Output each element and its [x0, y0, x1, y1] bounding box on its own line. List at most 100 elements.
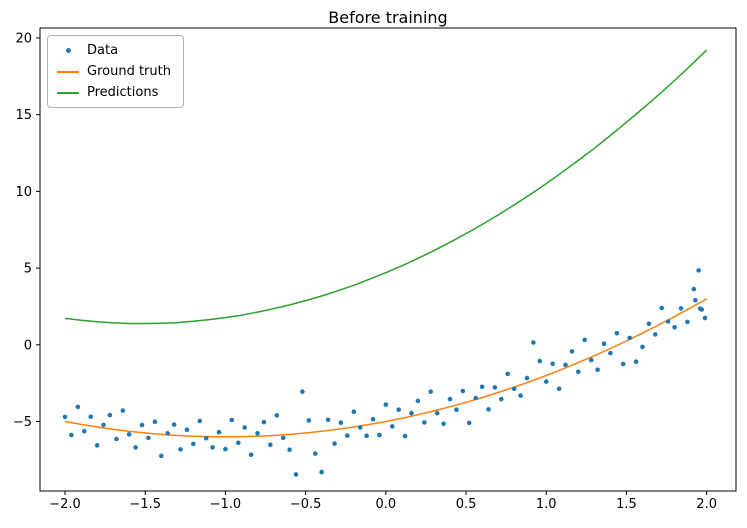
- data-point: [518, 393, 523, 398]
- data-point: [69, 432, 74, 438]
- data-point: [216, 429, 222, 435]
- data-point: [569, 349, 575, 354]
- x-tick-label: 1.0: [536, 497, 557, 512]
- data-point: [191, 441, 196, 447]
- x-tick-label: −1.0: [210, 497, 242, 512]
- chart-title: Before training: [328, 8, 448, 27]
- data-point: [332, 441, 337, 446]
- data-point: [94, 443, 100, 448]
- data-point: [133, 445, 138, 450]
- data-point: [524, 375, 530, 381]
- data-point: [588, 357, 594, 363]
- legend-entry-predictions: Predictions: [57, 85, 171, 100]
- data-point: [492, 385, 498, 390]
- marker-dot: [65, 48, 71, 53]
- x-tick-label: 0.5: [456, 497, 477, 512]
- data-point: [608, 350, 613, 356]
- data-point: [576, 369, 581, 375]
- data-point: [582, 337, 587, 343]
- data-point: [165, 431, 170, 436]
- data-point: [280, 435, 286, 441]
- data-point: [210, 445, 215, 450]
- legend-label: Data: [87, 43, 119, 58]
- data-point: [460, 388, 466, 394]
- data-point: [319, 469, 325, 475]
- data-point: [390, 424, 395, 429]
- data-point: [75, 404, 81, 410]
- x-tick-label: −0.5: [290, 497, 322, 512]
- legend-label: Predictions: [87, 85, 159, 100]
- x-tick-label: −2.0: [49, 497, 81, 512]
- data-point: [248, 452, 254, 458]
- data-point: [357, 425, 363, 430]
- x-tick-label: 0.0: [375, 497, 396, 512]
- data-point: [702, 315, 708, 321]
- x-tick-label: −1.5: [129, 497, 161, 512]
- data-point: [699, 307, 705, 312]
- data-point: [409, 410, 414, 416]
- y-tick-label: 15: [15, 108, 32, 123]
- data-point: [377, 432, 382, 438]
- data-point: [428, 389, 434, 395]
- data-point: [595, 367, 600, 373]
- data-point: [197, 418, 203, 424]
- data-point: [383, 402, 389, 407]
- data-point: [287, 447, 292, 453]
- data-point: [653, 332, 658, 337]
- data-point: [665, 319, 671, 324]
- data-point: [415, 398, 421, 404]
- data-point: [178, 447, 183, 452]
- data-point: [659, 305, 664, 311]
- data-point: [107, 412, 113, 418]
- data-point: [396, 407, 402, 413]
- legend-entry-ground-truth: Ground truth: [57, 64, 171, 79]
- data-point: [454, 407, 459, 413]
- x-tick-label: 1.5: [616, 497, 637, 512]
- predictions-line: [64, 49, 708, 325]
- data-point: [479, 384, 485, 390]
- y-tick-label: −5: [13, 415, 32, 430]
- data-point: [261, 419, 267, 425]
- y-tick-label: 10: [15, 185, 32, 200]
- data-point: [152, 419, 158, 425]
- data-point: [531, 340, 536, 345]
- data-point: [159, 453, 164, 459]
- data-point: [614, 331, 620, 336]
- data-point: [620, 361, 626, 367]
- data-point: [293, 472, 299, 477]
- data-point: [370, 416, 376, 422]
- data-point: [82, 428, 87, 434]
- data-point: [685, 319, 690, 325]
- data-point: [537, 358, 543, 364]
- marker-line: [57, 70, 79, 73]
- data-point: [338, 420, 344, 426]
- data-point: [146, 435, 151, 441]
- y-tick-label: 0: [24, 338, 32, 353]
- data-point: [672, 325, 677, 330]
- predictions-line-icon: [57, 86, 79, 100]
- data-point: [345, 433, 350, 438]
- legend-label: Ground truth: [87, 64, 171, 79]
- data-point: [300, 389, 305, 394]
- data-point: [120, 408, 126, 413]
- data-point: [601, 341, 607, 347]
- data-point: [550, 361, 555, 367]
- y-tick-label: 20: [15, 31, 32, 46]
- data-point: [351, 409, 357, 415]
- data-point: [633, 359, 639, 365]
- data-point: [171, 422, 177, 427]
- data-point: [447, 396, 453, 402]
- data-point: [556, 386, 562, 392]
- data-point: [499, 396, 504, 402]
- y-tick-label: 5: [24, 262, 32, 277]
- data-point: [696, 268, 701, 273]
- data-point: [441, 421, 446, 427]
- data-point: [691, 286, 697, 292]
- data-point: [242, 425, 247, 430]
- data-point: [88, 414, 93, 420]
- data-point: [627, 335, 632, 341]
- data-point: [640, 344, 645, 350]
- data-point: [402, 433, 408, 439]
